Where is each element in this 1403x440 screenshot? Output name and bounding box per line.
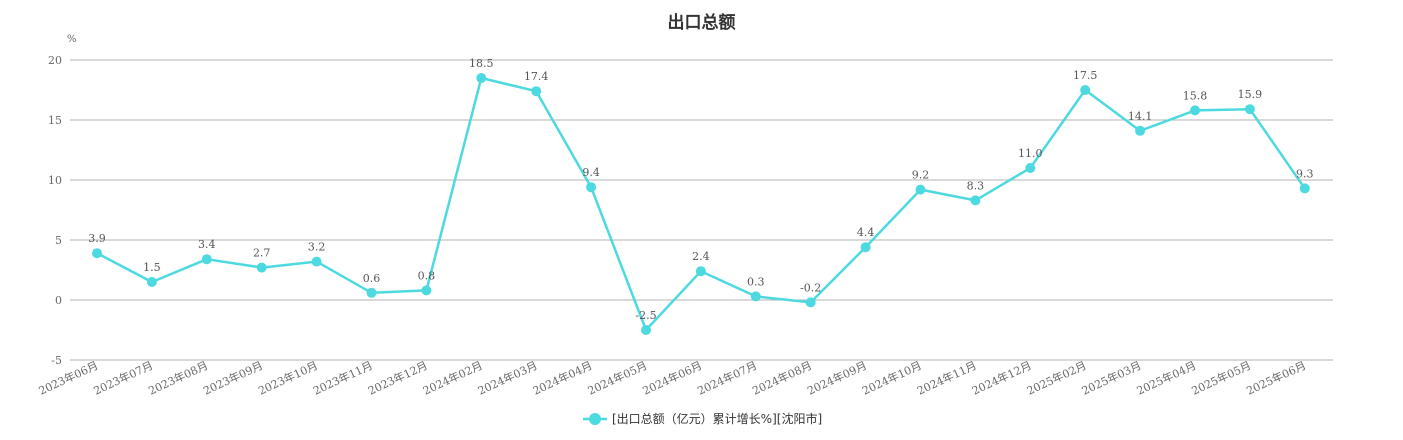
x-tick-label: 2023年09月 [201, 358, 265, 398]
data-label: 9.4 [582, 166, 600, 179]
data-point[interactable] [1299, 183, 1310, 194]
x-tick-label: 2023年11月 [311, 358, 375, 398]
data-label: 1.5 [143, 261, 161, 274]
data-point[interactable] [256, 262, 267, 273]
data-point[interactable] [1025, 163, 1036, 173]
data-point[interactable] [695, 266, 706, 277]
data-point[interactable] [641, 325, 651, 335]
data-label: 9.2 [912, 169, 930, 182]
x-tick-label: 2023年10月 [256, 358, 320, 398]
data-label: 3.2 [308, 241, 326, 254]
data-point[interactable] [421, 285, 432, 296]
y-tick-label: 15 [48, 114, 62, 127]
data-point[interactable] [970, 195, 981, 206]
data-point[interactable] [750, 291, 761, 302]
grid-lines [70, 59, 1333, 361]
x-tick-label: 2024年08月 [750, 358, 814, 398]
data-label: 2.7 [253, 247, 271, 260]
data-label: 15.8 [1183, 89, 1208, 102]
x-tick-label: 2024年05月 [585, 358, 649, 398]
data-point[interactable] [201, 254, 212, 265]
x-tick-label: 2024年07月 [695, 358, 759, 398]
data-label: 15.9 [1238, 88, 1263, 101]
y-tick-label: -5 [51, 354, 62, 367]
x-tick-label: 2024年10月 [860, 358, 924, 398]
data-label: 8.3 [967, 179, 985, 192]
x-tick-label: 2025年03月 [1079, 358, 1143, 398]
data-point[interactable] [1244, 104, 1255, 115]
x-tick-label: 2023年08月 [146, 358, 210, 398]
x-tick-label: 2023年07月 [91, 358, 155, 398]
data-label: 0.6 [363, 272, 381, 285]
x-tick-label: 2023年12月 [366, 358, 430, 398]
x-tick-label: 2024年02月 [421, 358, 485, 398]
data-point[interactable] [1190, 105, 1200, 116]
x-tick-label: 2025年02月 [1025, 358, 1089, 398]
data-point[interactable] [1135, 125, 1146, 136]
y-axis-ticks: -5 0 5 10 15 20 [48, 54, 62, 367]
legend-marker [589, 413, 601, 425]
data-label: 3.4 [198, 238, 216, 251]
series [92, 73, 1310, 335]
x-tick-label: 2024年04月 [530, 358, 594, 398]
data-point[interactable] [860, 242, 871, 253]
legend-label: [出口总额（亿元）累计增长%][沈阳市] [612, 411, 822, 426]
legend[interactable]: [出口总额（亿元）累计增长%][沈阳市] [583, 411, 822, 426]
x-tick-label: 2024年09月 [805, 358, 869, 398]
series-line [96, 76, 1306, 332]
data-point[interactable] [586, 182, 597, 193]
y-tick-label: 0 [55, 294, 62, 307]
x-axis-ticks: 2023年06月2023年07月2023年08月2023年09月2023年10月… [36, 358, 1308, 398]
data-label: 9.3 [1296, 167, 1314, 180]
data-point[interactable] [476, 73, 487, 83]
x-tick-label: 2023年06月 [36, 358, 100, 398]
data-point[interactable] [92, 248, 102, 259]
data-label: 3.9 [88, 232, 106, 245]
x-tick-label: 2024年11月 [915, 358, 979, 398]
data-point[interactable] [366, 287, 377, 298]
data-point[interactable] [311, 256, 322, 267]
data-label: 18.5 [469, 57, 494, 70]
data-point[interactable] [1080, 85, 1091, 95]
data-label: -2.5 [635, 309, 656, 322]
data-labels: 3.9 1.5 3.4 2.7 3.2 0.6 0.8 18.5 17.4 9.4 -2.5 2.4 0… [88, 57, 1313, 322]
x-tick-label: 2025年06月 [1244, 358, 1308, 398]
data-point[interactable] [146, 277, 157, 287]
data-label: -0.2 [800, 281, 821, 294]
x-tick-label: 2024年03月 [476, 358, 540, 398]
data-label: 14.1 [1128, 110, 1153, 123]
data-label: 17.4 [524, 70, 549, 83]
x-tick-label: 2024年06月 [640, 358, 704, 398]
data-point[interactable] [915, 184, 926, 195]
data-point[interactable] [531, 86, 542, 97]
y-tick-label: 5 [55, 234, 62, 247]
data-label: 4.4 [857, 226, 875, 239]
x-tick-label: 2024年12月 [970, 358, 1034, 398]
x-tick-label: 2025年05月 [1189, 358, 1253, 398]
data-point[interactable] [805, 297, 816, 308]
data-label: 0.8 [418, 269, 436, 282]
y-tick-label: 20 [48, 54, 62, 67]
data-label: 17.5 [1073, 69, 1098, 82]
y-axis-unit: % [67, 34, 77, 45]
data-label: 2.4 [692, 250, 710, 263]
y-tick-label: 10 [48, 174, 62, 187]
chart-title: 出口总额 [667, 13, 736, 33]
data-label: 11.0 [1018, 147, 1043, 160]
data-label: 0.3 [747, 275, 765, 288]
x-tick-label: 2025年04月 [1134, 358, 1198, 398]
